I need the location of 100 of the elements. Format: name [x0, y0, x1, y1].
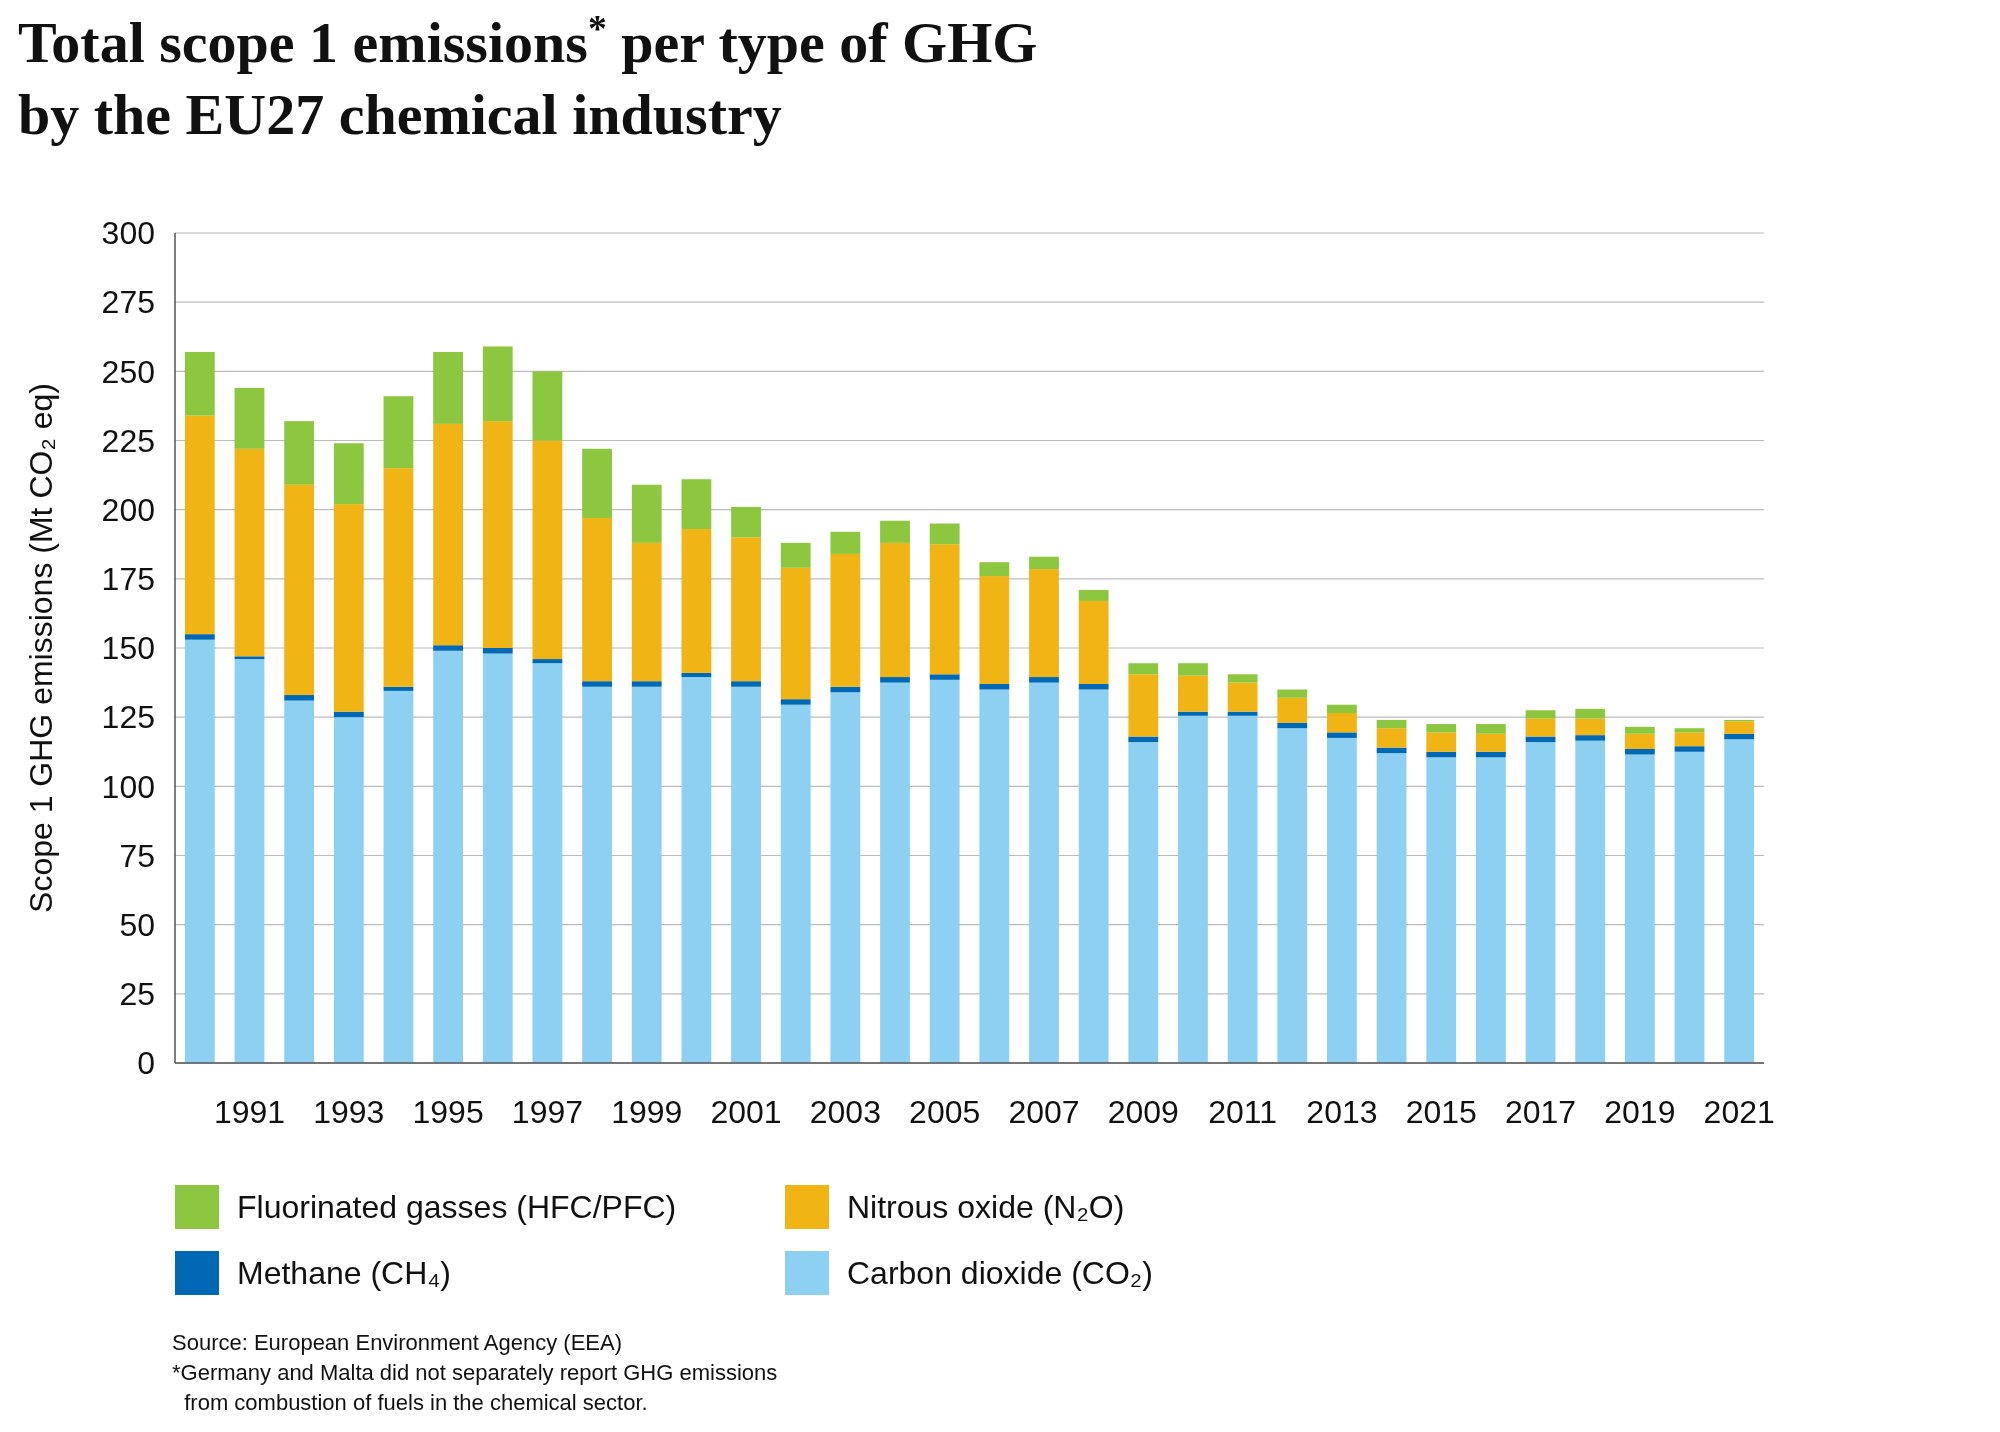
bar [780, 567, 811, 700]
bar [979, 576, 1010, 684]
bar [1078, 600, 1109, 684]
bar [681, 529, 712, 673]
bar [1475, 733, 1506, 752]
bar [1624, 726, 1655, 734]
bar [830, 686, 861, 693]
x-tick-label: 2001 [710, 1094, 782, 1130]
bar [929, 523, 960, 545]
y-tick-label: 175 [101, 561, 155, 598]
bar [582, 517, 612, 682]
bar [830, 531, 861, 554]
bar [184, 634, 215, 640]
bar [1078, 689, 1109, 1063]
bar [482, 648, 513, 654]
y-tick-label: 50 [119, 906, 155, 943]
bar [433, 650, 464, 1063]
bar [333, 443, 364, 505]
bar [1078, 589, 1109, 601]
bar [1227, 715, 1258, 1063]
bar [1426, 732, 1457, 752]
legend-label: Methane (CH₄) [237, 1255, 452, 1292]
x-tick-label: 2003 [809, 1094, 881, 1130]
bar [979, 689, 1010, 1063]
bar [929, 544, 960, 675]
bar [780, 699, 811, 705]
bar [234, 387, 265, 449]
bar [1475, 724, 1506, 734]
bar [383, 468, 414, 687]
x-tick-label: 1995 [412, 1094, 484, 1130]
bar [1575, 740, 1606, 1063]
bar [631, 542, 662, 682]
bar [1327, 737, 1357, 1063]
bar [1128, 663, 1159, 675]
source-note: Source: European Environment Agency (EEA) [172, 1330, 623, 1355]
bar [1575, 708, 1606, 719]
x-tick-label: 2021 [1703, 1094, 1775, 1130]
bar [333, 711, 364, 718]
bar [1674, 746, 1705, 752]
bar [184, 415, 215, 635]
bar [1575, 735, 1606, 741]
legend-label: Carbon dioxide (CO₂) [847, 1255, 1153, 1292]
bar [1277, 728, 1308, 1063]
bar [433, 423, 464, 646]
bar [631, 484, 662, 543]
bar [1475, 757, 1506, 1063]
bar [1426, 724, 1457, 733]
y-tick-label: 300 [101, 215, 155, 252]
bar [1029, 569, 1059, 678]
bar [780, 704, 811, 1063]
bar [532, 659, 563, 664]
bar [631, 686, 662, 1063]
bar [532, 663, 563, 1063]
bar [284, 695, 315, 701]
bar [731, 537, 761, 682]
y-tick-label: 250 [101, 353, 155, 390]
bar [1674, 728, 1705, 733]
bar [1178, 711, 1208, 716]
bar [1277, 697, 1308, 723]
bar [1029, 682, 1059, 1063]
bar [1426, 757, 1457, 1063]
bar [1128, 742, 1159, 1063]
bar [1376, 719, 1407, 729]
bar [1227, 682, 1258, 712]
y-tick-label: 75 [119, 837, 155, 874]
bar [681, 672, 712, 678]
bar [929, 674, 960, 680]
bar [681, 677, 712, 1063]
bar [482, 346, 513, 422]
y-tick-label: 100 [101, 768, 155, 805]
bar [1178, 715, 1208, 1063]
bar [532, 440, 563, 660]
bar [631, 681, 662, 687]
bar [1128, 736, 1159, 743]
bar [1178, 675, 1208, 712]
bar [1525, 742, 1556, 1063]
text: *Germany and Malta did not separately report GHG emissions from combustion of fuels in the chemical sector. [172, 1360, 778, 1415]
y-tick-label: 0 [137, 1045, 155, 1082]
y-axis-title: Scope 1 GHG emissions (Mt CO₂ eq) [23, 383, 59, 913]
x-tick-label: 2019 [1604, 1094, 1676, 1130]
bar [1525, 718, 1556, 737]
bar [184, 639, 215, 1063]
bar [731, 686, 761, 1063]
x-tick-label: 1991 [213, 1094, 286, 1130]
y-tick-label: 125 [101, 699, 155, 736]
x-tick-label: 1997 [511, 1094, 584, 1130]
bar [532, 371, 563, 441]
legend-label: Nitrous oxide (N₂O) [847, 1189, 1125, 1226]
bar [184, 351, 215, 416]
bar [1426, 751, 1457, 758]
bar [880, 542, 910, 678]
bar [1525, 710, 1556, 719]
bar [1078, 683, 1109, 690]
y-tick-label: 150 [101, 630, 155, 667]
bar [1724, 721, 1755, 734]
x-tick-label: 1993 [313, 1094, 385, 1130]
x-tick-label: 2017 [1504, 1094, 1577, 1130]
bar [1327, 732, 1357, 738]
bar [1327, 704, 1357, 714]
bar [1277, 722, 1308, 729]
